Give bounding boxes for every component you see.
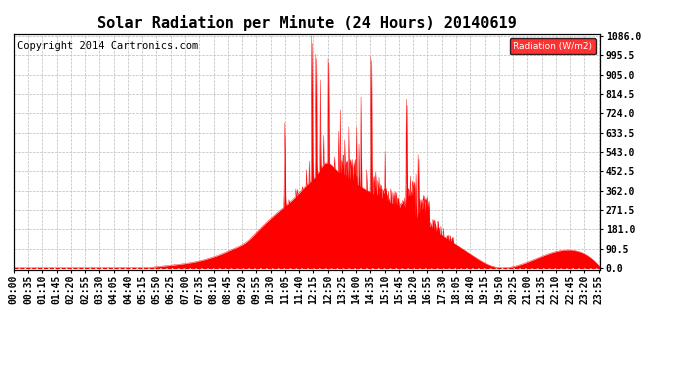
Legend: Radiation (W/m2): Radiation (W/m2) (509, 38, 595, 54)
Title: Solar Radiation per Minute (24 Hours) 20140619: Solar Radiation per Minute (24 Hours) 20… (97, 15, 517, 31)
Text: Copyright 2014 Cartronics.com: Copyright 2014 Cartronics.com (17, 41, 198, 51)
